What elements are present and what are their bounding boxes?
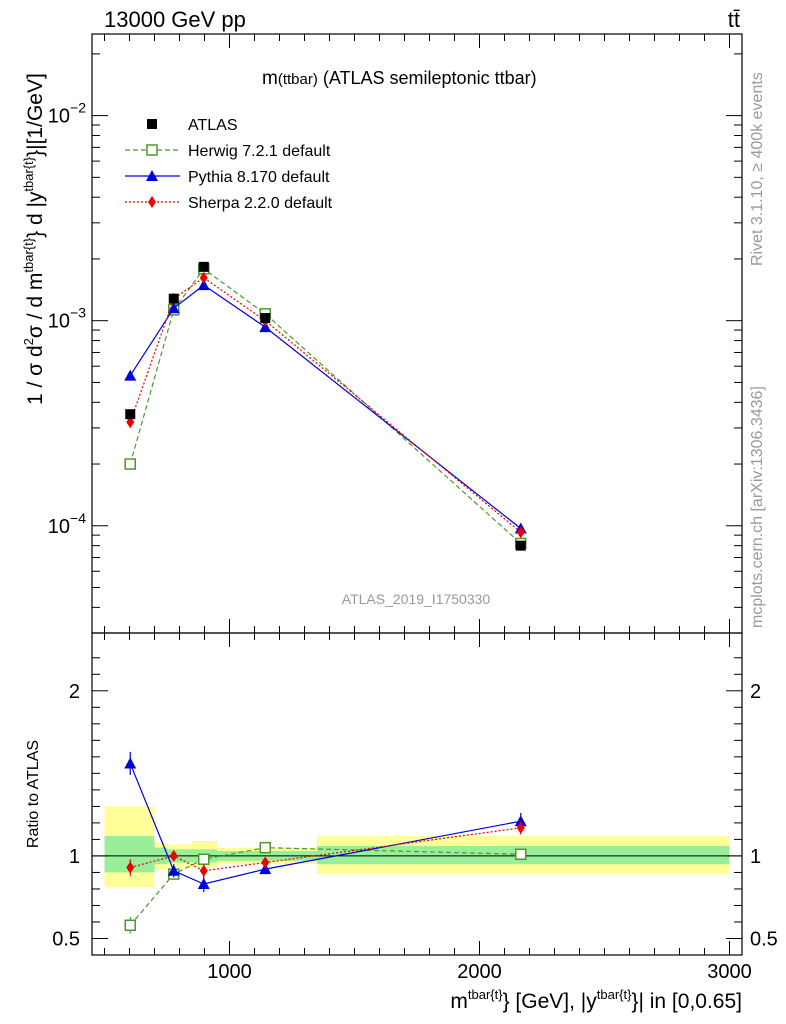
legend-marker-2	[146, 170, 158, 181]
y-tick-label: 10−2	[48, 100, 86, 128]
ratio-series-1-point	[197, 877, 210, 889]
main-series-2-line	[129, 284, 522, 529]
legend: ATLAS Herwig 7.2.1 default Pythia 8.170 de…	[125, 117, 333, 212]
main-series-3-point	[516, 526, 525, 539]
y-tick-label: 10−3	[48, 305, 86, 333]
ratio-series-0-point	[515, 848, 527, 861]
ratio-series-2-point	[126, 861, 135, 874]
ratio-y-tick-label-left: 2	[69, 681, 80, 703]
ratio-series-2-point	[261, 856, 270, 869]
ratio-series-2-point	[516, 821, 525, 834]
legend-marker-3	[148, 196, 156, 208]
x-tick-label: 1000	[207, 961, 252, 983]
main-series-3-point	[199, 271, 208, 284]
ratio-series-1-point	[514, 815, 527, 827]
ratio-series-1-point	[259, 863, 272, 875]
ratio-y-tick-label-left: 0.5	[52, 928, 80, 950]
ratio-y-tick-label-left: 1	[69, 846, 80, 868]
main-series-0-point	[515, 540, 526, 551]
main-series-0-point	[125, 409, 136, 420]
legend-label-1: Herwig 7.2.1 default	[188, 143, 331, 160]
legend-label-0: ATLAS	[188, 117, 238, 134]
main-series-0-point	[168, 293, 179, 304]
ratio-series-0-point	[198, 853, 210, 865]
main-series-1-line	[129, 267, 522, 544]
title-rest: (ATLAS semileptonic ttbar)	[318, 68, 537, 88]
rivet-label: Rivet 3.1.10, ≥ 400k events	[749, 72, 766, 266]
main-series-0-point	[260, 313, 271, 324]
legend-label-3: Sherpa 2.2.0 default	[188, 195, 333, 212]
x-tick-label: 3000	[707, 961, 752, 983]
ratio-y-tick-label-right: 0.5	[750, 928, 778, 950]
x-tick-label: 2000	[457, 961, 502, 983]
legend-marker-1	[146, 144, 158, 156]
mcplots-label: mcplots.cern.ch [arXiv:1306.3436]	[749, 386, 766, 628]
process-label: tt̄	[728, 7, 740, 32]
ratio-y-axis-label: Ratio to ATLAS	[25, 740, 42, 848]
ratio-y-tick-label-right: 2	[750, 681, 761, 703]
main-series-2-point	[124, 369, 137, 381]
legend-marker-0	[147, 119, 157, 129]
ratio-series-0-point	[124, 919, 136, 932]
y-tick-label: 10−4	[48, 510, 86, 538]
title-main: m	[262, 68, 278, 89]
main-series-2-point	[197, 279, 210, 291]
main-series-1-point	[124, 458, 136, 470]
main-y-axis-label: 1 / σ d2σ / d mtbar{t}} d |ytbar{t}}|[1/…	[21, 73, 47, 405]
ratio-series-0-point	[259, 841, 271, 854]
main-series-2-point	[167, 302, 180, 314]
analysis-watermark: ATLAS_2019_I1750330	[342, 591, 491, 607]
main-series-0-point	[198, 261, 209, 272]
ratio-y-tick-label-right: 1	[750, 846, 761, 868]
x-axis-label: mtbar{t}} [GeV], |ytbar{t}}| in [0,0.65]	[450, 987, 742, 1013]
legend-label-2: Pythia 8.170 default	[188, 169, 330, 186]
main-series-3-line	[129, 276, 522, 533]
ratio-panel: 1000 2000 3000 0.5 0.5 1 1 2 2	[52, 34, 778, 983]
ratio-series-2-point	[199, 864, 208, 877]
ratio-series-1-point	[124, 757, 137, 769]
main-plot-title: m(ttbar) (ATLAS semileptonic ttbar)	[262, 68, 537, 89]
ratio-frame	[91, 632, 743, 956]
ratio-series-1-point	[167, 864, 180, 876]
title-paren: (ttbar)	[278, 71, 318, 88]
energy-label: 13000 GeV pp	[104, 7, 246, 32]
ratio-series-2-point	[169, 849, 178, 862]
